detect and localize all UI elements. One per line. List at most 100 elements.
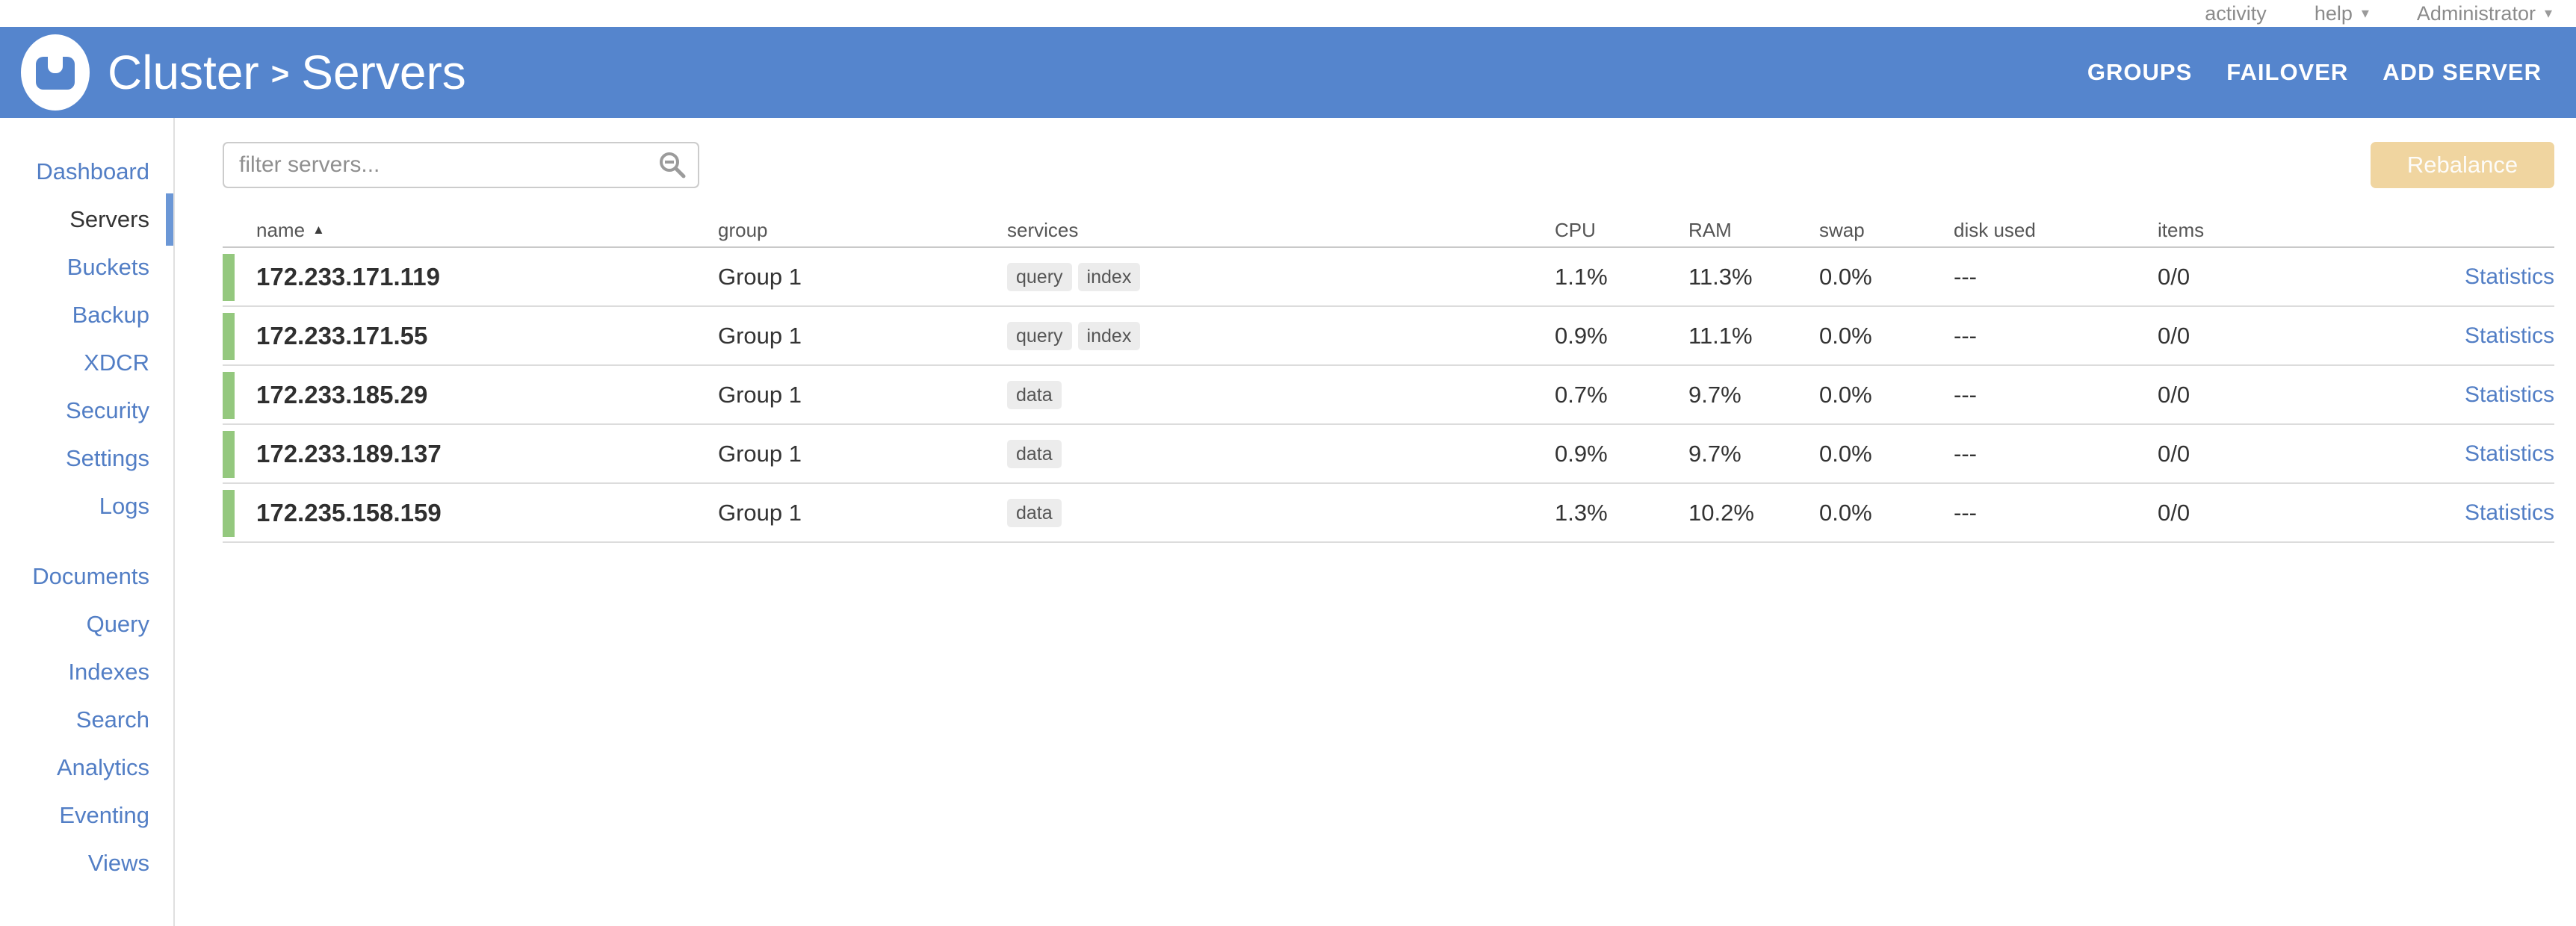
disk-used-value: --- [1954,263,1977,290]
help-label: help [2314,1,2353,25]
column-header-swap[interactable]: swap [1819,218,1865,241]
service-badge: data [1007,439,1062,468]
sidebar-secondary-group: Documents Query Indexes Search Analytics… [0,553,173,887]
servers-toolbar: Rebalance [223,142,2554,188]
table-row[interactable]: 172.233.171.55 Group 1 query index 0.9% … [223,307,2554,366]
sidebar-item-eventing[interactable]: Eventing [59,802,149,828]
service-badge: query [1007,321,1072,350]
sidebar-item-views[interactable]: Views [87,850,149,876]
statistics-link[interactable]: Statistics [2464,441,2554,466]
statistics-link[interactable]: Statistics [2464,382,2554,407]
sidebar-item-search[interactable]: Search [75,706,149,733]
sidebar: Dashboard Servers Buckets Backup XDCR Se… [0,118,175,926]
table-row[interactable]: 172.233.171.119 Group 1 query index 1.1%… [223,248,2554,307]
column-header-disk-used[interactable]: disk used [1954,218,2036,241]
user-menu[interactable]: Administrator ▾ [2417,2,2552,25]
groups-button[interactable]: GROUPS [2087,59,2193,85]
disk-used-value: --- [1954,322,1977,349]
sidebar-item-dashboard[interactable]: Dashboard [36,158,149,184]
service-badge: index [1077,321,1141,350]
app-header: Cluster > Servers GROUPS FAILOVER ADD SE… [0,27,2576,118]
service-badge: index [1077,262,1141,291]
activity-label: activity [2205,1,2267,25]
service-badges: data [1007,439,1555,468]
column-header-items[interactable]: items [2158,218,2205,241]
disk-used-value: --- [1954,381,1977,408]
server-group: Group 1 [718,440,802,467]
health-indicator [223,490,235,537]
rebalance-button[interactable]: Rebalance [2371,142,2554,188]
help-menu[interactable]: help ▾ [2315,2,2369,25]
sidebar-item-settings[interactable]: Settings [65,445,149,471]
sidebar-item-backup[interactable]: Backup [72,302,149,328]
breadcrumb-root: Cluster [108,46,259,99]
service-badges: data [1007,498,1555,527]
active-nav-indicator [166,193,173,246]
sidebar-item-security[interactable]: Security [66,397,149,423]
cpu-value: 1.3% [1555,499,1608,526]
add-server-button[interactable]: ADD SERVER [2383,59,2542,85]
sidebar-item-indexes[interactable]: Indexes [68,659,149,685]
search-icon [660,152,686,178]
server-name: 172.233.189.137 [223,431,718,478]
sidebar-item-analytics[interactable]: Analytics [56,754,149,780]
server-name: 172.233.185.29 [223,372,718,419]
health-indicator [223,254,235,301]
items-value: 0/0 [2158,322,2190,349]
sidebar-item-buckets[interactable]: Buckets [66,254,149,280]
sidebar-item-label: Servers [69,206,149,232]
column-header-ram[interactable]: RAM [1688,218,1732,241]
header-label: name [256,218,306,241]
service-badges: query index [1007,262,1555,291]
service-badges: query index [1007,321,1555,350]
activity-link[interactable]: activity [2205,2,2267,25]
cpu-value: 1.1% [1555,263,1608,290]
swap-value: 0.0% [1819,381,1872,408]
breadcrumb-current: Servers [301,46,466,99]
failover-button[interactable]: FAILOVER [2226,59,2349,85]
server-name: 172.235.158.159 [223,490,718,537]
server-name: 172.233.171.119 [223,254,718,301]
column-header-name[interactable]: name ▲ [223,219,718,242]
table-row[interactable]: 172.233.185.29 Group 1 data 0.7% 9.7% 0.… [223,366,2554,425]
service-badge: data [1007,380,1062,409]
ram-value: 11.1% [1688,322,1753,349]
couch-glyph [36,57,75,90]
sidebar-item-xdcr[interactable]: XDCR [84,349,149,376]
swap-value: 0.0% [1819,322,1872,349]
health-indicator [223,313,235,360]
sidebar-item-servers[interactable]: Servers [0,193,173,246]
breadcrumb: Cluster > Servers [108,45,466,100]
statistics-link[interactable]: Statistics [2464,500,2554,525]
server-group: Group 1 [718,381,802,408]
sidebar-item-documents[interactable]: Documents [32,563,149,589]
health-indicator [223,431,235,478]
server-group: Group 1 [718,499,802,526]
filter-servers-input[interactable] [223,142,699,188]
service-badge: query [1007,262,1072,291]
sidebar-item-query[interactable]: Query [86,611,149,637]
content-area: Dashboard Servers Buckets Backup XDCR Se… [0,118,2576,926]
ram-value: 9.7% [1688,381,1741,408]
column-header-cpu[interactable]: CPU [1555,218,1596,241]
statistics-link[interactable]: Statistics [2464,264,2554,289]
utility-bar: activity help ▾ Administrator ▾ [0,0,2576,27]
table-row[interactable]: 172.235.158.159 Group 1 data 1.3% 10.2% … [223,484,2554,543]
table-row[interactable]: 172.233.189.137 Group 1 data 0.9% 9.7% 0… [223,425,2554,484]
statistics-link[interactable]: Statistics [2464,323,2554,348]
sidebar-item-logs[interactable]: Logs [99,493,149,519]
breadcrumb-separator-icon: > [270,56,290,91]
filter-wrap [223,142,699,188]
ram-value: 10.2% [1688,499,1754,526]
items-value: 0/0 [2158,440,2190,467]
column-header-services[interactable]: services [1007,218,1079,241]
items-value: 0/0 [2158,263,2190,290]
caret-down-icon: ▾ [2361,5,2369,22]
sort-asc-icon: ▲ [312,223,325,237]
couchbase-logo-icon [21,34,90,111]
cpu-value: 0.9% [1555,440,1608,467]
swap-value: 0.0% [1819,263,1872,290]
column-header-group[interactable]: group [718,218,768,241]
server-group: Group 1 [718,263,802,290]
cpu-value: 0.7% [1555,381,1608,408]
